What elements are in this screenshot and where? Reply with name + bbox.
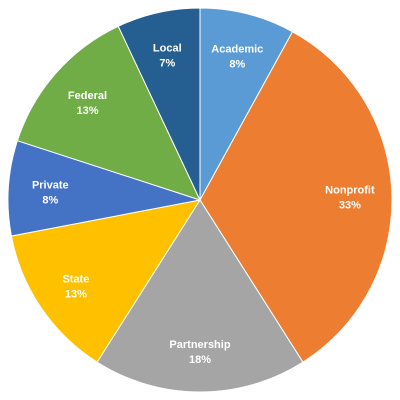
pie-slice-state: [10, 199, 202, 363]
pie-slice-partnership: [96, 199, 304, 393]
pie-label-nonprofit: Nonprofit: [325, 184, 375, 196]
pie-percent-state: 13%: [65, 288, 87, 300]
pie-label-local: Local: [153, 43, 182, 55]
pie-slice-federal: [16, 25, 201, 201]
pie-slices: [7, 7, 393, 393]
pie-labels: Academic 8% Nonprofit 33% Partnership 18% Stat…: [32, 43, 375, 366]
pie-percent-local: 7%: [159, 58, 175, 70]
pie-percent-academic: 8%: [229, 59, 245, 71]
pie-slice-nonprofit: [199, 31, 393, 363]
pie-label-private: Private: [32, 180, 69, 192]
pie-label-academic: Academic: [211, 44, 263, 56]
pie-percent-nonprofit: 33%: [339, 199, 361, 211]
pie-slice-academic: [199, 7, 294, 201]
pie-label-partnership: Partnership: [169, 339, 230, 351]
pie-slice-private: [7, 140, 201, 237]
pie-label-state: State: [62, 273, 89, 285]
pie-percent-partnership: 18%: [189, 354, 211, 366]
pie-label-federal: Federal: [68, 90, 107, 102]
pie-percent-private: 8%: [42, 195, 58, 207]
pie-percent-federal: 13%: [76, 105, 98, 117]
pie-slice-local: [117, 7, 201, 201]
